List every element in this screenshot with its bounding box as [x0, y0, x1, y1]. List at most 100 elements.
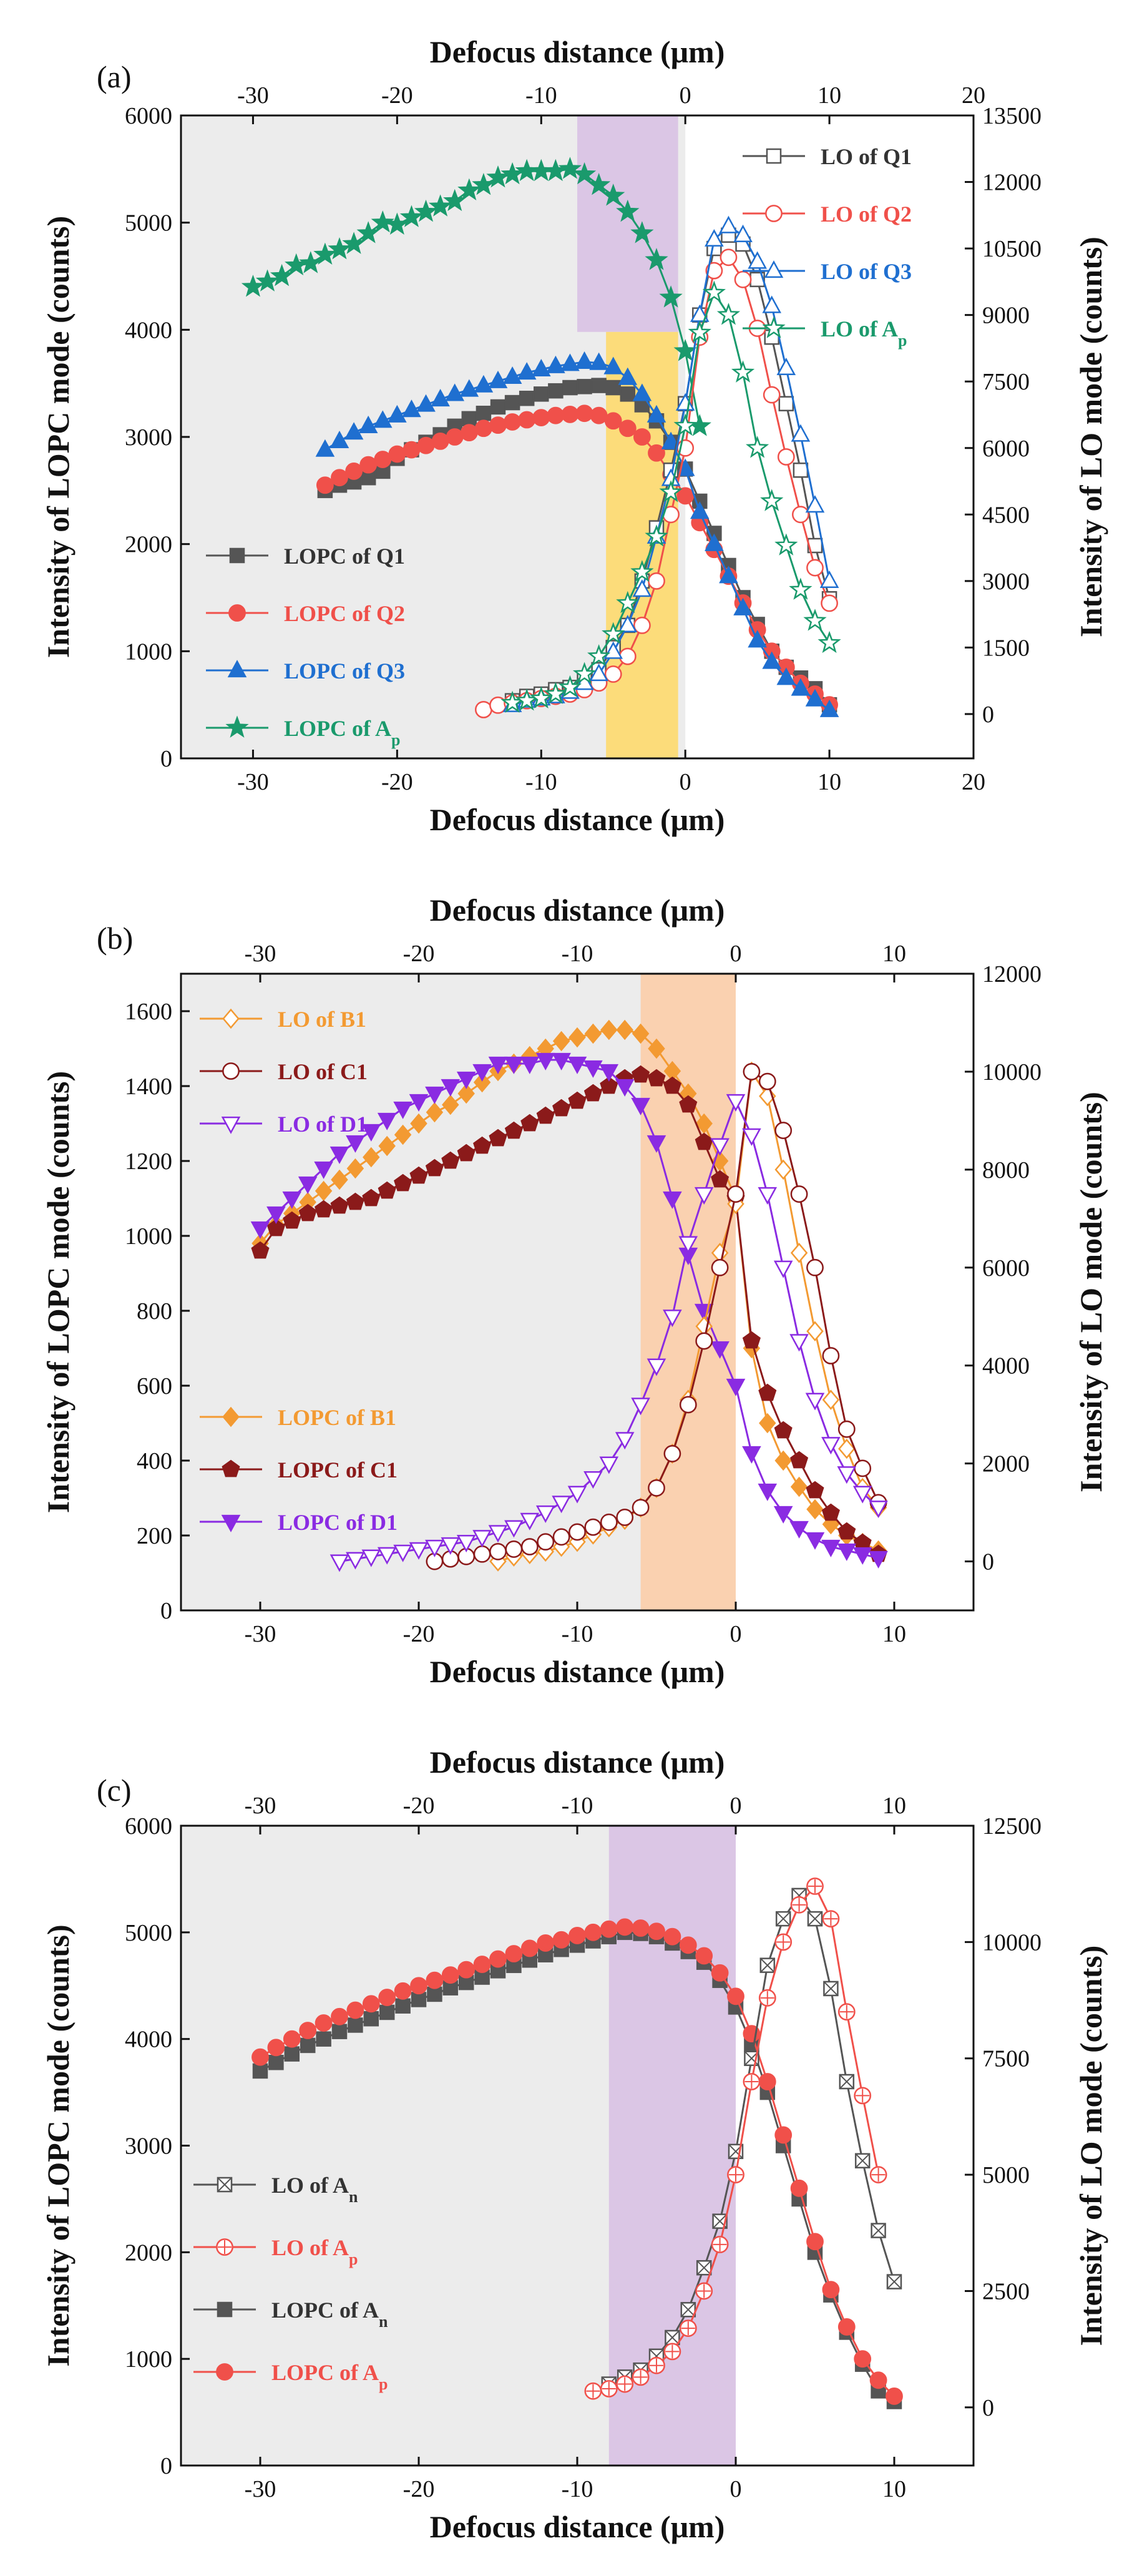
panel-c-point-lopc-of-a-p-19	[552, 1931, 570, 1949]
panel-a-ytick-label: 1000	[125, 639, 172, 665]
panel-b-point-lopc-of-d1-36	[821, 1539, 841, 1557]
panel-b-point-lo-of-c1-24	[806, 1258, 824, 1276]
panel-c-point-lopc-of-a-p-3	[299, 2022, 317, 2039]
panel-c-point-lopc-of-a-n-8	[379, 2004, 395, 2020]
panel-a-point-lopc-of-q3-24	[661, 431, 681, 449]
panel-b-point-lo-of-d1-16	[583, 1471, 603, 1489]
panel-b-point-lo-of-c1-5	[505, 1540, 523, 1558]
panel-b-point-lo-of-d1-24	[710, 1138, 730, 1156]
panel-b-legend-lopc-of-b1: LOPC of B1	[200, 1405, 396, 1430]
panel-a-y2tick-label: 4500	[982, 502, 1030, 528]
panel-b-point-lo-of-d1-2	[361, 1549, 381, 1567]
panel-c-point-lo-of-a-n-17-x2	[871, 2223, 886, 2238]
panel-a-point-lopc-of-q1-18	[577, 379, 592, 394]
panel-a-point-lopc-of-q3-8	[431, 389, 450, 407]
panel-b-point-lopc-of-c1-0	[251, 1241, 270, 1259]
panel-a-point-lo-of-q3-7	[603, 641, 623, 659]
panel-b-y2tick-label: 4000	[982, 1353, 1030, 1379]
panel-b-x2tick-label: -10	[562, 941, 593, 967]
panel-c-point-lopc-of-a-n-4	[316, 2031, 331, 2047]
panel-a-point-lo-of-a-p-10	[645, 524, 668, 547]
panel-a-point-lo-of-q2-0	[475, 700, 492, 718]
panel-a-xtick-label: 0	[680, 769, 691, 795]
panel-a-point-lopc-of-a-p-15	[457, 178, 481, 201]
panel-a-legend-lopc-of-a-p: LOPC of Ap	[206, 715, 400, 749]
panel-b-point-lopc-of-c1-13	[457, 1144, 476, 1162]
panel-b-point-lopc-of-c1-33	[774, 1421, 793, 1439]
panel-a-point-lo-of-a-p-16	[731, 360, 755, 383]
panel-b-point-lo-of-d1-18	[615, 1432, 635, 1450]
panel-b-ytick-label: 600	[137, 1373, 172, 1399]
panel-b-point-lopc-of-d1-37	[837, 1543, 857, 1561]
panel-a-xtick-label: -20	[381, 769, 413, 795]
panel-b-point-lopc-of-d1-20	[567, 1056, 587, 1074]
panel-c-point-lopc-of-a-p-6	[346, 2001, 364, 2019]
panel-a-point-lopc-of-q2-16	[547, 406, 565, 424]
panel-a-point-lopc-of-a-p-5	[313, 242, 337, 265]
panel-b-point-lopc-of-d1-5	[329, 1146, 349, 1164]
panel-b-point-lo-of-c1-20	[743, 1063, 761, 1080]
panel-a-legend-label-lopc-of-q2: LOPC of Q2	[284, 601, 405, 626]
panel-b-point-lopc-of-c1-16	[504, 1121, 523, 1139]
panel-c-point-lo-of-a-n-14-x2	[823, 1981, 839, 1996]
panel-b-point-lo-of-d1-11	[504, 1520, 524, 1538]
panel-c-point-lopc-of-a-p-20	[568, 1927, 586, 1944]
panel-a-point-lopc-of-q2-9	[446, 428, 464, 446]
panel-b-point-lopc-of-b1-28	[695, 1113, 713, 1134]
panel-a-xtick-label: 20	[962, 769, 985, 795]
panel-c-x2tick-label: -30	[245, 1793, 276, 1819]
panel-b-point-lo-of-c1-25	[822, 1347, 840, 1364]
panel-a-point-lopc-of-a-p-1	[255, 269, 280, 291]
panel-a-legend-lopc-of-q2: LOPC of Q2	[206, 601, 405, 626]
panel-b-point-lopc-of-c1-3	[298, 1203, 317, 1222]
panel-b-legend-marker-lo-of-c1	[222, 1062, 240, 1080]
panel-a-point-lo-of-q2-10	[618, 647, 637, 665]
panel-a-point-lopc-of-a-p-25	[602, 184, 625, 206]
panel-a-point-lopc-of-q2-7	[417, 436, 435, 454]
panel-a-point-lo-of-a-p-15	[716, 303, 741, 325]
panel-a-series-lopc-of-a-p	[241, 157, 711, 436]
panel-c-point-lo-of-a-n-16-x2	[855, 2153, 870, 2168]
panel-b-legend-label-lopc-of-c1: LOPC of C1	[278, 1457, 398, 1482]
panel-a-point-lo-of-a-p-11	[659, 480, 683, 502]
panel-a-point-lopc-of-a-p-16	[472, 172, 495, 195]
panel-c-point-lopc-of-a-p-14	[473, 1956, 491, 1973]
panel-a-point-lopc-of-q3-17	[560, 353, 580, 371]
panel-b-point-lopc-of-b1-19	[552, 1031, 570, 1052]
panel-b-point-lopc-of-d1-30	[726, 1378, 746, 1396]
panel-a-legend-label-lo-of-q1: LO of Q1	[821, 144, 912, 169]
panel-a-point-lopc-of-q3-19	[589, 352, 608, 370]
panel-a-point-lopc-of-q1-16	[548, 383, 564, 399]
panel-b-point-lo-of-c1-15	[663, 1445, 681, 1462]
panel-a-point-lopc-of-q3-33	[791, 678, 811, 696]
panel-b-point-lo-of-d1-14	[552, 1496, 571, 1514]
panel-b-point-lo-of-d1-27	[758, 1187, 778, 1205]
panel-a-legend-lopc-of-q1: LOPC of Q1	[206, 544, 405, 569]
panel-a-x2tick-label: -20	[381, 82, 413, 109]
panel-a-label: (a)	[97, 59, 132, 94]
panel-c-legend-label-lo-of-a-n: LO of An	[271, 2173, 358, 2206]
panel-b-point-lopc-of-d1-12	[441, 1079, 461, 1097]
panel-c-x2tick-label: 0	[730, 1793, 742, 1819]
panel-a-point-lopc-of-q3-29	[733, 597, 753, 615]
panel-a-point-lopc-of-a-p-26	[616, 199, 640, 222]
panel-c-x2-axis-title: Defocus distance (μm)	[430, 1745, 725, 1780]
panel-b-point-lo-of-d1-6	[425, 1539, 444, 1557]
panel-c-xtick-label: -10	[562, 2476, 593, 2502]
panel-a-point-lopc-of-a-p-27	[630, 221, 654, 243]
panel-c-point-lopc-of-a-p-23	[616, 1918, 634, 1936]
panel-b-point-lo-of-d1-33	[852, 1486, 872, 1504]
panel-b-xtick-label: -20	[403, 1621, 435, 1647]
panel-b-point-lo-of-d1-12	[520, 1512, 540, 1530]
panel-a-y2tick-label: 12000	[982, 170, 1042, 196]
panel-c-point-lo-of-a-n-13-x2	[808, 1911, 822, 1926]
panel-c-point-lopc-of-a-n-10	[411, 1992, 427, 2007]
panel-a-point-lo-of-a-p-7	[602, 622, 625, 644]
panel-b-point-lopc-of-b1-34	[790, 1476, 808, 1497]
panel-c-series-lo-of-a-p	[584, 1878, 887, 2400]
panel-c-point-lopc-of-a-n-0	[252, 2063, 268, 2079]
panel-a-point-lo-of-q3-22	[819, 570, 839, 589]
panel-a-x2tick-label: 10	[817, 82, 841, 109]
panel-a-point-lopc-of-q3-3	[358, 415, 378, 433]
